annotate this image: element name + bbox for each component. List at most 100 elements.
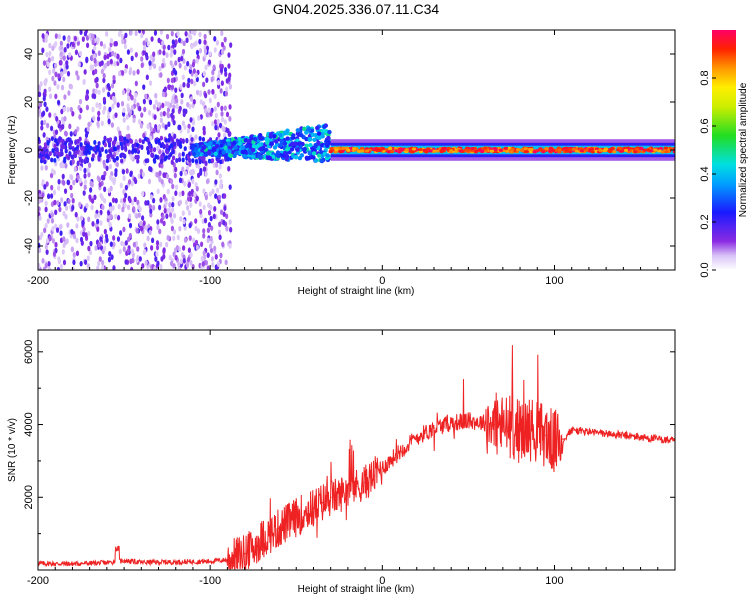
spectrogram-cell [216,261,221,267]
spectrogram-cell [90,33,95,40]
spectrogram-cell [178,105,182,112]
spectrogram-cell [122,226,126,233]
spectrogram-cell [221,241,225,248]
spectrogram-cell [173,172,177,179]
spectrogram-cell [93,140,97,145]
snr-data-point [278,527,280,529]
spectrogram-cell [113,136,118,142]
spectrogram-cell [181,157,185,163]
spectrogram-cell [161,40,165,46]
spectrogram-cell [571,147,577,151]
spectrogram-cell [100,60,104,66]
spectrogram-cell [111,197,116,203]
snr-data-point [415,436,418,439]
spectrogram-cell [203,39,207,46]
spectrogram-panel: -200 -100 0 100 40 20 0 -20 -40 Height of straig… [7,29,676,297]
spectrogram-cell [96,218,100,225]
figure-title: GN04.2025.336.07.11.C34 [273,1,440,17]
spectrogram-cell [183,237,188,243]
spectrogram-cell [172,235,176,242]
spectrogram-cell [532,150,537,154]
spectrogram-cell [127,149,132,155]
spectrogram-cell [141,190,145,197]
spectrogram-cell [556,146,562,150]
spectrogram-cell [310,132,315,137]
spectrogram-cell [211,89,215,95]
spectrogram-cell [220,80,224,87]
spectrogram-cell [218,173,222,179]
spectrogram-cell [225,78,229,84]
spectrogram-cell [205,77,209,83]
spectrogram-cell [129,171,133,178]
spectrogram-cell [177,261,181,268]
spectrogram-cell [59,51,63,57]
spectrogram-cell [92,115,96,122]
spectrogram-cell [306,126,312,132]
snr-marks [38,345,675,570]
spectrogram-cell [199,208,203,215]
spectrogram-cell [218,163,222,170]
spectrogram-cell [584,148,589,152]
spectrogram-cell [66,155,71,161]
colorbar: 0.0 0.2 0.4 0.6 0.8 Normalized spectral ampl… [699,30,749,278]
spectrogram-cell [40,150,45,155]
spectrogram-cell [51,238,56,244]
spectrogram-cell [123,202,127,209]
spectrogram-cell [60,108,64,115]
spectrogram-cell [137,204,141,210]
spectrogram-cell [149,166,153,173]
spectrogram-cell [148,99,153,106]
spectrogram-cell [57,73,61,79]
spectrogram-cell [93,194,97,201]
spectrogram-cell [218,183,223,189]
spectrogram-cell [38,242,41,249]
spectrogram-cell [179,84,183,90]
spectrogram-cell [174,190,178,197]
spectrogram-cell [102,73,106,79]
spectrogram-cell [240,149,246,155]
spectrogram-cell [174,70,178,76]
spectrogram-cell [212,64,216,70]
spectrogram-cell [598,148,603,152]
spectrogram-cell [165,149,170,155]
spectrogram-cell [216,118,220,125]
spectrogram-cell [159,197,163,203]
spectrogram-cell [59,230,63,236]
spectrogram-cell [54,138,58,143]
spectrogram-cell [325,153,330,158]
spectrogram-cell [125,114,129,120]
spectrogram-cell [85,42,90,49]
spectrogram-cell [48,69,52,76]
spectrogram-cell [167,84,171,90]
spectrogram-cell [205,111,209,118]
snr-data-point [106,561,108,564]
spectrogram-cell [130,200,135,206]
spectrogram-cell [176,31,180,37]
spectrogram-cell [84,232,88,238]
spectrogram-cell [158,170,162,176]
spectrogram-cell [219,88,223,94]
spectrogram-cell [198,201,202,207]
spectrogram-cell [85,202,89,209]
spectrogram-cell [186,60,190,67]
spectrogram-cell [148,229,152,236]
spectrogram-cell [215,40,220,46]
spectrogram-cell [142,98,146,105]
spectrogram-cell [113,61,117,67]
spectrogram-cell [171,183,175,190]
spectrogram-cell [99,192,103,199]
spectrogram-cell [227,131,231,137]
snr-data-point [304,511,306,513]
spectrogram-cell [75,70,79,76]
spectrogram-cell [63,46,67,53]
spectrogram-cell [137,173,141,179]
spectrogram-cell [60,84,65,91]
spectrogram-cell [198,90,203,96]
snr-data-point [398,451,401,453]
spectrogram-cell [212,213,216,220]
spectrogram-cell [483,146,488,150]
spectrogram-cell [152,204,156,211]
colorbar-tick-label: 0.4 [699,166,711,181]
spectrogram-cell [111,205,115,211]
spectrogram-cell [110,122,114,128]
